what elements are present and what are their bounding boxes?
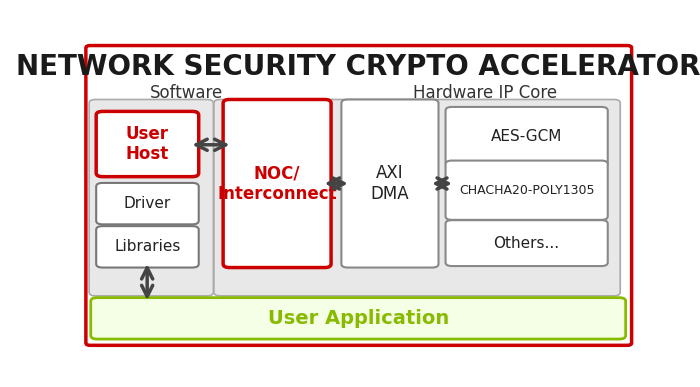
- Text: NETWORK SECURITY CRYPTO ACCELERATOR: NETWORK SECURITY CRYPTO ACCELERATOR: [17, 53, 700, 81]
- Text: Hardware IP Core: Hardware IP Core: [413, 84, 557, 102]
- FancyBboxPatch shape: [96, 111, 199, 176]
- FancyBboxPatch shape: [91, 298, 626, 339]
- Text: CHACHA20-POLY1305: CHACHA20-POLY1305: [459, 184, 594, 197]
- Text: User
Host: User Host: [126, 125, 169, 163]
- FancyBboxPatch shape: [214, 99, 620, 296]
- FancyBboxPatch shape: [96, 226, 199, 267]
- Text: Driver: Driver: [124, 196, 171, 211]
- Text: NOC/
Interconnect: NOC/ Interconnect: [217, 164, 337, 203]
- FancyBboxPatch shape: [89, 99, 214, 296]
- Text: Software: Software: [150, 84, 223, 102]
- Text: Others...: Others...: [494, 236, 560, 251]
- FancyBboxPatch shape: [342, 99, 438, 267]
- Text: Libraries: Libraries: [114, 239, 181, 254]
- Text: AES-GCM: AES-GCM: [491, 129, 562, 144]
- Text: AXI
DMA: AXI DMA: [370, 164, 410, 203]
- FancyBboxPatch shape: [86, 46, 631, 345]
- FancyBboxPatch shape: [223, 99, 331, 267]
- Text: User Application: User Application: [267, 309, 449, 328]
- FancyBboxPatch shape: [446, 161, 608, 220]
- FancyBboxPatch shape: [96, 183, 199, 224]
- FancyBboxPatch shape: [446, 220, 608, 266]
- FancyBboxPatch shape: [446, 107, 608, 166]
